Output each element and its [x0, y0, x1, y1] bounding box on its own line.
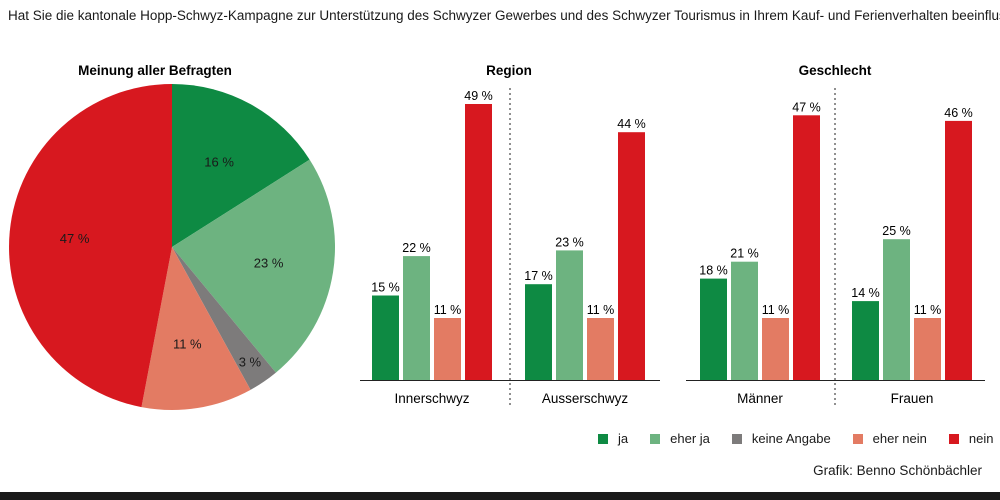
- legend-item-keine-angabe: keine Angabe: [731, 431, 831, 446]
- legend-swatch-eher-nein: [852, 433, 863, 444]
- category-label-männer: Männer: [737, 391, 783, 406]
- pie-label-keine-angabe: 3 %: [239, 355, 262, 370]
- bar-label-männer-nein: 47 %: [792, 100, 821, 114]
- bar-label-frauen-ja: 14 %: [851, 286, 880, 300]
- bar-label-frauen-eher-ja: 25 %: [882, 224, 911, 238]
- bar-männer-eher-nein: [762, 318, 789, 380]
- legend-swatch-keine-angabe: [731, 433, 742, 444]
- bar-innerschwyz-ja: [372, 295, 399, 380]
- bar-chart-title-geschlecht: Geschlecht: [799, 63, 872, 78]
- bar-männer-nein: [793, 115, 820, 381]
- bar-männer-eher-ja: [731, 261, 758, 380]
- bar-ausserschwyz-nein: [618, 132, 645, 380]
- bar-label-ausserschwyz-eher-nein: 11 %: [587, 303, 615, 317]
- legend-label-nein: nein: [968, 431, 994, 446]
- pie-label-eher-ja: 23 %: [254, 255, 284, 270]
- bar-label-frauen-eher-nein: 11 %: [914, 303, 942, 317]
- legend-item-eher-ja: eher ja: [650, 431, 710, 446]
- bar-label-innerschwyz-ja: 15 %: [371, 281, 400, 295]
- pie-slice-eher-ja: [172, 159, 336, 373]
- bar-label-ausserschwyz-ja: 17 %: [524, 269, 553, 283]
- legend-item-nein: nein: [948, 431, 994, 446]
- legend-label-eher-nein: eher nein: [872, 431, 927, 446]
- bar-innerschwyz-eher-nein: [434, 318, 461, 380]
- bar-label-ausserschwyz-nein: 44 %: [617, 117, 646, 131]
- bar-label-innerschwyz-eher-nein: 11 %: [434, 303, 462, 317]
- bar-label-männer-ja: 18 %: [699, 264, 728, 278]
- bar-frauen-ja: [852, 301, 879, 380]
- pie-label-ja: 16 %: [204, 154, 234, 169]
- pie-slice-ja: [172, 84, 310, 247]
- bottom-rule: [0, 492, 1000, 500]
- survey-question: Hat Sie die kantonale Hopp-Schwyz-Kampag…: [8, 8, 1000, 23]
- pie-title: Meinung aller Befragten: [78, 63, 232, 78]
- bar-label-ausserschwyz-eher-ja: 23 %: [555, 235, 584, 249]
- legend-swatch-eher-ja: [650, 433, 661, 444]
- bar-chart-title-region: Region: [486, 63, 532, 78]
- bar-label-männer-eher-ja: 21 %: [730, 247, 759, 261]
- bar-frauen-nein: [945, 120, 972, 381]
- bar-label-innerschwyz-eher-ja: 22 %: [402, 241, 431, 255]
- legend-swatch-ja: [598, 433, 608, 444]
- bar-männer-ja: [700, 278, 727, 380]
- bar-frauen-eher-nein: [914, 318, 941, 380]
- bar-innerschwyz-eher-ja: [403, 256, 430, 380]
- chart-area: Meinung aller Befragten 16 % 23 % 3 % 11 % 47…: [9, 63, 985, 410]
- legend-item-ja: ja: [598, 431, 628, 446]
- bar-label-frauen-nein: 46 %: [944, 106, 973, 120]
- bar-innerschwyz-nein: [465, 104, 492, 380]
- legend-item-eher-nein: eher nein: [852, 431, 927, 446]
- bar-ausserschwyz-ja: [525, 284, 552, 380]
- bar-frauen-eher-ja: [883, 239, 910, 380]
- legend-swatch-nein: [948, 433, 959, 444]
- legend-label-eher-ja: eher ja: [670, 431, 710, 446]
- pie-slice-nein: [9, 84, 173, 408]
- pie-slice-keine-angabe: [172, 247, 276, 390]
- category-label-ausserschwyz: Ausserschwyz: [542, 391, 629, 406]
- category-label-innerschwyz: Innerschwyz: [394, 391, 469, 406]
- bar-ausserschwyz-eher-ja: [556, 250, 583, 380]
- category-label-frauen: Frauen: [891, 391, 934, 406]
- pie-label-nein: 47 %: [60, 231, 90, 246]
- legend-label-keine-angabe: keine Angabe: [751, 431, 831, 446]
- bar-ausserschwyz-eher-nein: [587, 318, 614, 380]
- bar-label-männer-eher-nein: 11 %: [762, 303, 790, 317]
- bar-label-innerschwyz-nein: 49 %: [464, 89, 493, 103]
- legend: ja eher ja keine Angabe eher nein nein: [598, 431, 993, 446]
- pie-label-eher-nein: 11 %: [173, 337, 202, 352]
- graphic-credit: Grafik: Benno Schönbächler: [813, 463, 982, 478]
- pie-slice-eher-nein: [141, 247, 251, 410]
- legend-label-ja: ja: [618, 431, 629, 446]
